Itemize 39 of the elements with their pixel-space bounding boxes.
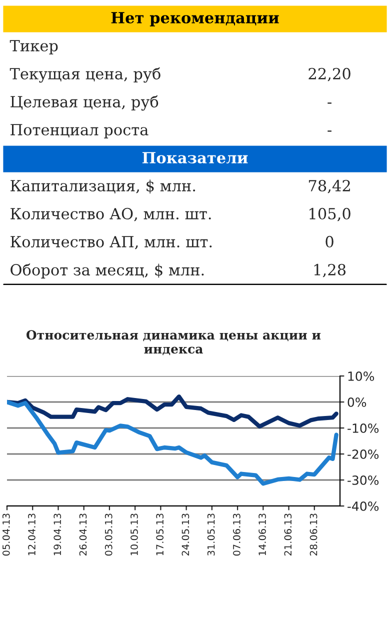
x-tick-label: 05.04.13 xyxy=(2,514,10,556)
y-tick-label: 0% xyxy=(348,397,366,407)
text: 0 xyxy=(326,236,334,248)
text: - xyxy=(328,130,332,132)
line-series xyxy=(7,394,338,429)
x-tick-label: 21.06.13 xyxy=(284,514,292,556)
x-tick-label: 14.06.13 xyxy=(258,514,266,556)
y-tick-label: -10% xyxy=(348,423,379,433)
x-tick-label: 17.05.13 xyxy=(156,514,164,556)
category-label: Оборот за месяц, $ млн. xyxy=(10,263,204,279)
y-tick-label: -40% xyxy=(348,501,379,511)
category-label: Целевая цена, руб xyxy=(10,95,158,111)
x-tick-label: 31.05.13 xyxy=(207,514,215,556)
text: Нет рекомендации xyxy=(111,12,279,26)
x-tick-label: 03.05.13 xyxy=(104,514,112,556)
y-tick-label: -30% xyxy=(348,475,379,485)
category-label: Количество АО, млн. шт. xyxy=(10,208,211,222)
x-tick-label: 24.05.13 xyxy=(182,514,190,556)
x-tick-label: 26.04.13 xyxy=(79,514,87,556)
x-tick-label: 28.06.13 xyxy=(310,514,318,556)
text: 1,28 xyxy=(314,264,346,278)
chart-title: Относительная динамика цены акции и индекса xyxy=(26,330,321,356)
text: 78,42 xyxy=(308,180,350,194)
category-label: Потенциал роста xyxy=(10,124,148,138)
category-label: Капитализация, $ млн. xyxy=(10,180,196,194)
x-tick-label: 10.05.13 xyxy=(130,514,138,556)
line-series xyxy=(7,400,338,486)
x-tick-label: 07.06.13 xyxy=(233,514,240,556)
category-label: Тикер xyxy=(10,40,58,54)
category-label: Количество АП, млн. шт. xyxy=(10,236,212,250)
category-label: Текущая цена, руб xyxy=(10,67,160,83)
x-tick-label: 12.04.13 xyxy=(28,514,36,556)
text: 22,20 xyxy=(308,68,350,82)
y-tick-label: 10% xyxy=(348,371,374,381)
text: - xyxy=(328,102,332,104)
text: 105,0 xyxy=(310,208,350,222)
x-tick-label: 19.04.13 xyxy=(54,514,62,556)
text: Показатели xyxy=(142,152,248,164)
y-tick-label: -20% xyxy=(348,449,379,459)
